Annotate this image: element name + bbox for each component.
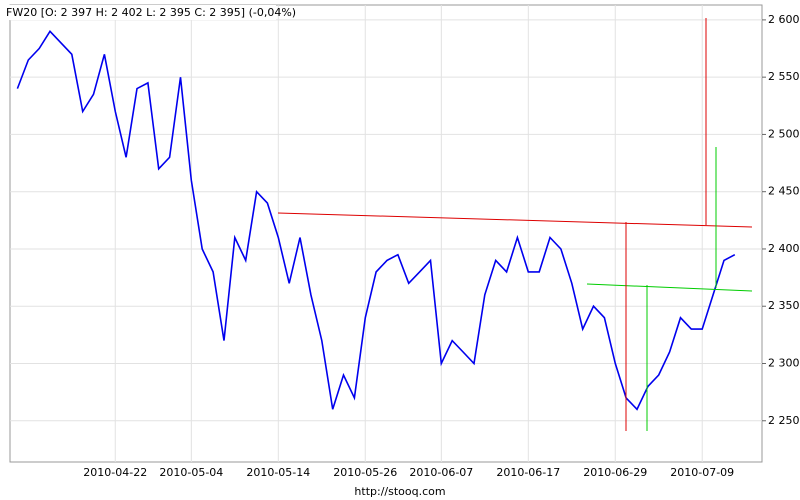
- chart-title: FW20 [O: 2 397 H: 2 402 L: 2 395 C: 2 39…: [6, 6, 296, 19]
- y-tick-label: 2 500: [768, 127, 800, 140]
- trend-line: [586, 283, 753, 292]
- grid: [10, 5, 762, 462]
- x-tick-label: 2010-05-14: [246, 466, 310, 479]
- marks: [16, 30, 736, 411]
- trend-line: [277, 212, 753, 228]
- x-tick-label: 2010-04-22: [83, 466, 147, 479]
- annotations: [277, 18, 753, 431]
- x-tick-label: 2010-06-29: [583, 466, 647, 479]
- y-tick-label: 2 550: [768, 70, 800, 83]
- y-tick-label: 2 600: [768, 13, 800, 26]
- y-tick-label: 2 300: [768, 356, 800, 369]
- x-tick-label: 2010-05-26: [333, 466, 397, 479]
- x-tick-label: 2010-06-17: [496, 466, 560, 479]
- y-tick-label: 2 400: [768, 242, 800, 255]
- title-bg: [4, 5, 276, 20]
- price-line: [16, 30, 736, 411]
- plot-frame: [9, 4, 763, 463]
- y-tick-label: 2 350: [768, 299, 800, 312]
- x-tick-label: 2010-05-04: [159, 466, 223, 479]
- x-tick-label: 2010-06-07: [409, 466, 473, 479]
- x-tick-label: 2010-07-09: [670, 466, 734, 479]
- source: http://stooq.com: [354, 485, 445, 498]
- y-tick-label: 2 450: [768, 185, 800, 198]
- y-tick-label: 2 250: [768, 414, 800, 427]
